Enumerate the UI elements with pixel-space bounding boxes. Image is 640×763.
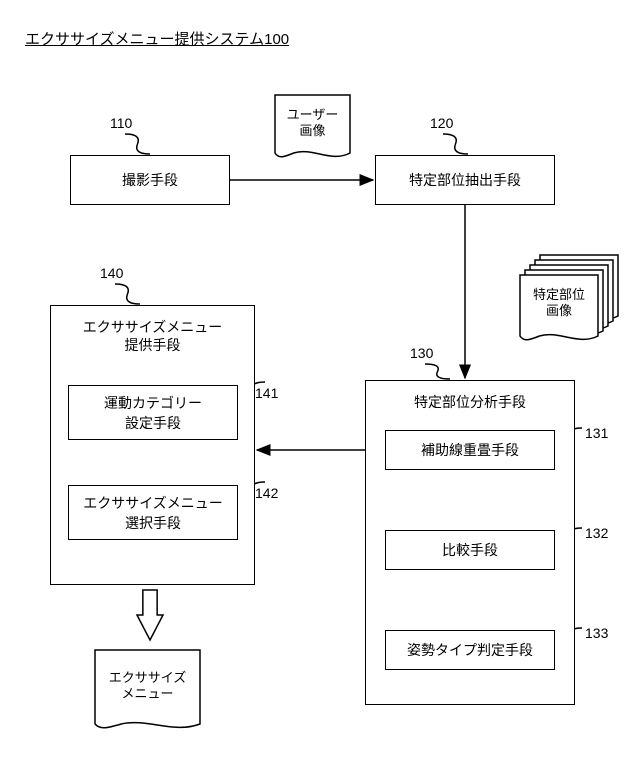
label-132: 132 [585, 525, 608, 541]
label-133: 133 [585, 625, 608, 641]
box-extract: 特定部位抽出手段 [375, 155, 555, 205]
doc-part-image-text: 特定部位 画像 [520, 287, 598, 320]
diagram-title: エクササイズメニュー提供システム100 [25, 28, 289, 49]
box-compare: 比較手段 [385, 530, 555, 570]
box-compare-label: 比較手段 [442, 540, 498, 560]
label-142: 142 [255, 485, 278, 501]
label-120: 120 [430, 115, 453, 131]
box-posture-label: 姿勢タイプ判定手段 [407, 640, 533, 660]
doc-user-image-text: ユーザー 画像 [275, 107, 350, 140]
box-shoot: 撮影手段 [70, 155, 230, 205]
box-select: エクササイズメニュー 選択手段 [68, 485, 238, 540]
box-posture: 姿勢タイプ判定手段 [385, 630, 555, 670]
box-provide-title: エクササイズメニュー 提供手段 [51, 312, 254, 358]
box-analyze-title: 特定部位分析手段 [366, 387, 574, 415]
label-141: 141 [255, 385, 278, 401]
box-extract-label: 特定部位抽出手段 [409, 170, 521, 190]
box-aux: 補助線重畳手段 [385, 430, 555, 470]
box-select-label: エクササイズメニュー 選択手段 [83, 493, 223, 533]
box-shoot-label: 撮影手段 [122, 170, 178, 190]
box-aux-label: 補助線重畳手段 [421, 440, 519, 460]
box-provide-outer: エクササイズメニュー 提供手段 [50, 305, 255, 585]
box-category: 運動カテゴリー 設定手段 [68, 385, 238, 440]
label-140: 140 [100, 265, 123, 281]
label-110: 110 [110, 115, 132, 131]
doc-menu-text: エクササイズ メニュー [95, 670, 200, 703]
label-131: 131 [585, 425, 608, 441]
box-category-label: 運動カテゴリー 設定手段 [104, 393, 202, 433]
label-130: 130 [410, 345, 433, 361]
